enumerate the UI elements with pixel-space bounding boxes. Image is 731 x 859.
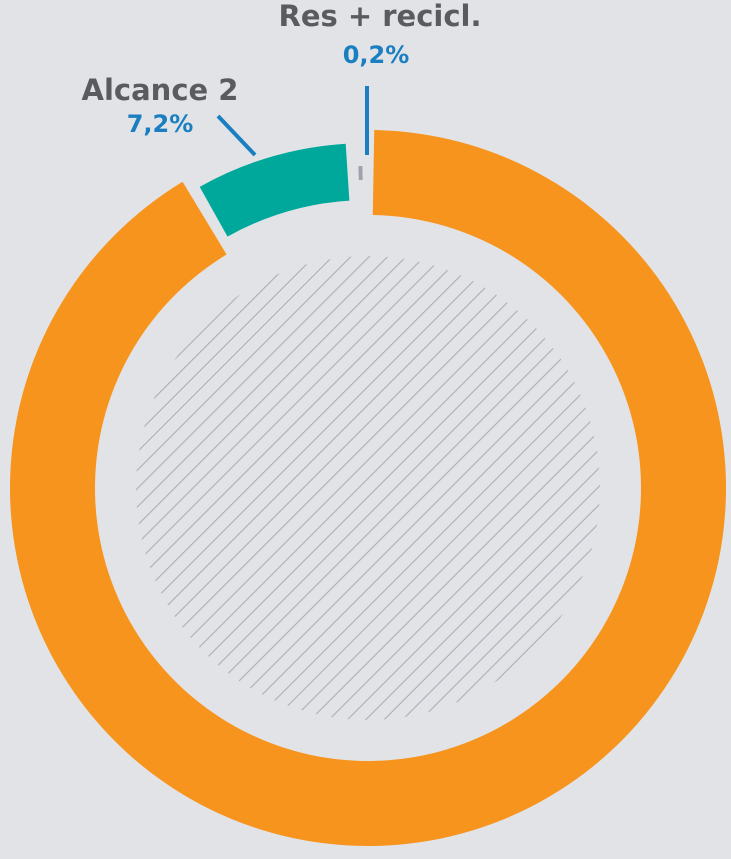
- value-label: 0,2%: [343, 41, 410, 69]
- value-label: 7,2%: [127, 110, 194, 138]
- hatch-fill: [136, 256, 600, 720]
- segment-label: Res + recicl.: [279, 0, 482, 33]
- leader-line: [216, 114, 257, 157]
- donut-segment: [358, 166, 363, 181]
- segment-label: Alcance 2: [82, 73, 239, 107]
- donut-segment: [199, 143, 350, 237]
